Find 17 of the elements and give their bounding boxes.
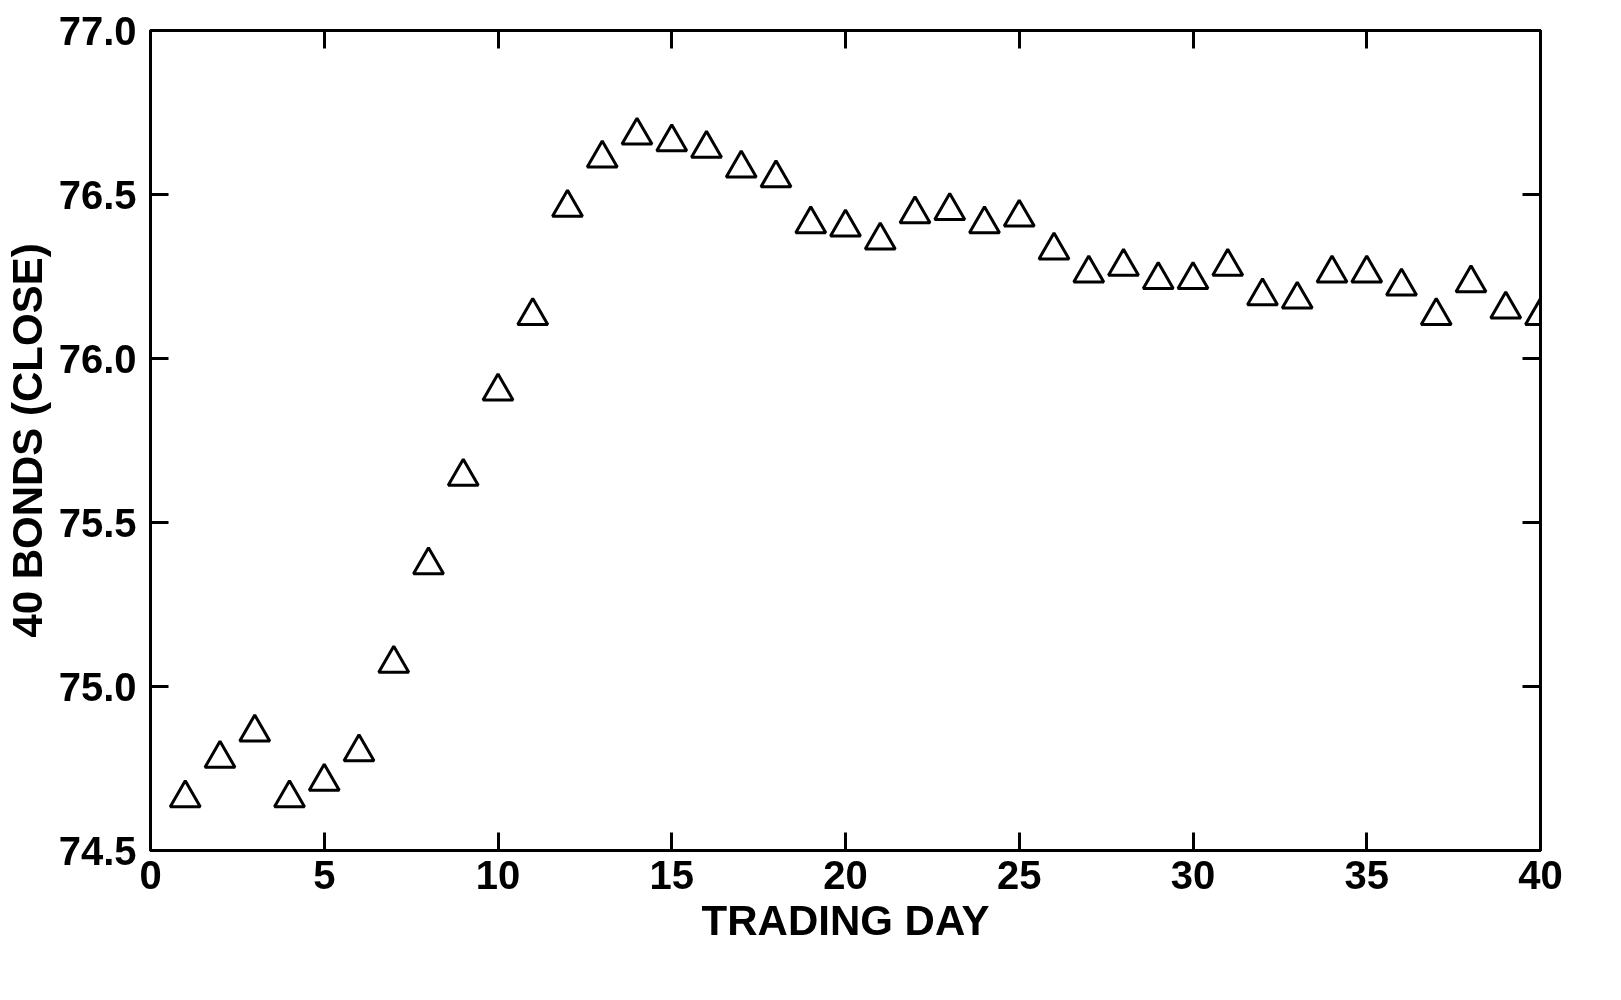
y-tick-label: 76.0	[58, 336, 137, 381]
x-tick-label: 20	[823, 852, 868, 897]
x-tick-label: 0	[139, 852, 162, 897]
x-tick-label: 15	[649, 852, 694, 897]
x-tick-label: 30	[1170, 852, 1216, 897]
y-tick-label: 76.5	[58, 172, 137, 217]
y-tick-label: 77.0	[58, 8, 137, 53]
y-tick-label: 74.5	[58, 828, 137, 873]
x-tick-label: 25	[997, 852, 1042, 897]
y-axis-title: 40 BONDS (CLOSE)	[3, 243, 51, 638]
y-tick-label: 75.0	[58, 664, 137, 709]
x-axis-title: TRADING DAY	[701, 896, 990, 944]
y-tick-label: 75.5	[58, 500, 137, 545]
x-tick-label: 35	[1344, 852, 1389, 897]
x-tick-label: 5	[313, 852, 336, 897]
x-tick-label: 40	[1518, 852, 1563, 897]
x-tick-label: 10	[475, 852, 521, 897]
